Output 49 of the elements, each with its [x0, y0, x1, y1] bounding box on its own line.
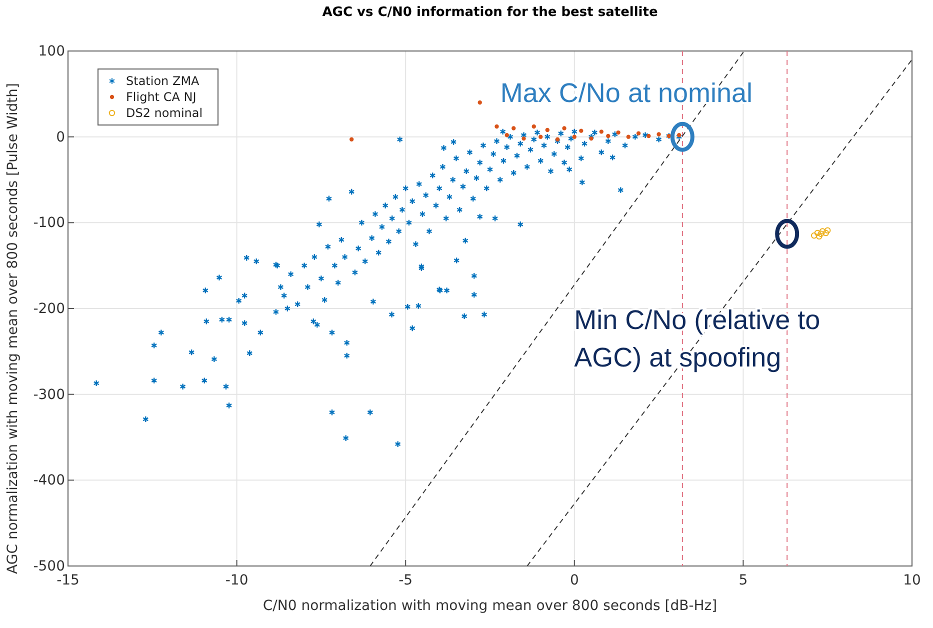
- annotation: Max C/No at nominal: [500, 78, 753, 108]
- point: [824, 227, 831, 234]
- y-tick-label: -100: [33, 215, 65, 232]
- legend-label: Flight CA NJ: [126, 90, 196, 104]
- point: [522, 136, 526, 141]
- point: [818, 230, 824, 237]
- y-tick-label: 100: [38, 43, 65, 60]
- point: [616, 130, 620, 135]
- x-tick-label: 10: [903, 572, 921, 588]
- point: [572, 134, 576, 139]
- point: [626, 134, 631, 139]
- x-tick-label: -5: [398, 572, 413, 588]
- point: [822, 230, 830, 236]
- x-tick-label: -10: [225, 572, 248, 588]
- point: [555, 137, 560, 142]
- x-axis-title: C/N0 normalization with moving mean over 800 seconds [dB-Hz]: [262, 598, 718, 614]
- point: [816, 233, 822, 240]
- x-tick-label: -15: [56, 572, 80, 588]
- y-tick-label: -300: [33, 386, 65, 403]
- point: [646, 134, 651, 138]
- point: [810, 232, 818, 239]
- point: [589, 136, 594, 141]
- point: [814, 230, 821, 236]
- point: [538, 134, 543, 139]
- point: [532, 124, 536, 129]
- y-axis-title: AGC normalization with moving mean over 800 seconds [Pulse Width]: [5, 83, 21, 574]
- point: [512, 126, 516, 130]
- point: [504, 133, 509, 138]
- y-tick-label: -400: [33, 472, 65, 489]
- point: [606, 134, 610, 138]
- x-tick-label: 5: [738, 572, 748, 588]
- y-tick-label: -200: [33, 300, 65, 317]
- point: [349, 137, 354, 142]
- point: [819, 228, 826, 234]
- legend-label: DS2 nominal: [126, 106, 203, 120]
- chart-title: AGC vs C/N0 information for the best satellite: [322, 5, 658, 20]
- point: [478, 100, 482, 105]
- point: [494, 124, 499, 129]
- y-tick-label: -500: [33, 558, 65, 574]
- point: [562, 126, 566, 130]
- point: [579, 128, 584, 133]
- point: [545, 128, 550, 132]
- y-tick-label: 0: [56, 129, 65, 146]
- point: [656, 132, 661, 136]
- legend-label: Station ZMA: [126, 74, 200, 88]
- x-tick-label: 0: [570, 572, 579, 588]
- point: [676, 133, 682, 138]
- point: [599, 130, 604, 134]
- point: [636, 131, 641, 136]
